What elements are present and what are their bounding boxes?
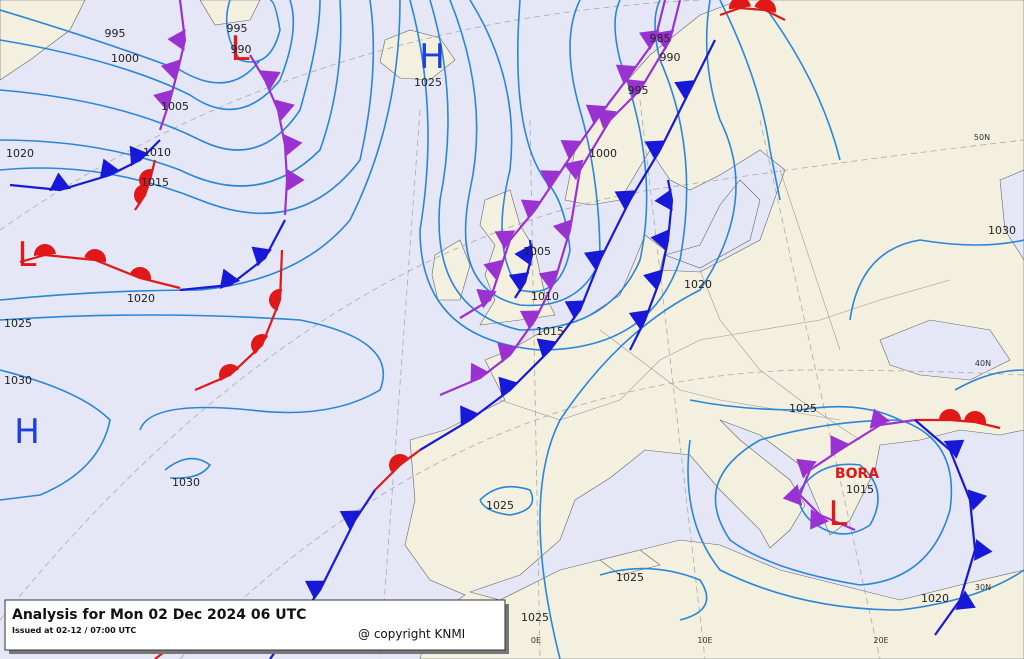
graticule-label: 40N <box>975 359 991 368</box>
graticule-label: 20E <box>873 636 888 645</box>
isobar-label: 1010 <box>531 290 559 303</box>
isobar-label: 995 <box>628 84 649 97</box>
isobar-label: 1030 <box>988 224 1016 237</box>
isobar-label: 1020 <box>6 147 34 160</box>
pressure-center: H <box>419 37 445 77</box>
issued-time: Issued at 02-12 / 07:00 UTC <box>12 626 136 635</box>
storm-name: BORA <box>835 466 879 482</box>
isobar-label: 985 <box>650 32 671 45</box>
graticule-label: 50N <box>974 133 990 142</box>
isobar-label: 1025 <box>4 317 32 330</box>
isobar-label: 990 <box>660 51 681 64</box>
isobar-label: 1010 <box>143 146 171 159</box>
graticule-label: 10E <box>697 636 712 645</box>
isobar-label: 1025 <box>789 402 817 415</box>
isobar-label: 1020 <box>921 592 949 605</box>
isobar-label: 1005 <box>161 100 189 113</box>
isobar-label: 995 <box>227 22 248 35</box>
isobar-label: 990 <box>231 43 252 56</box>
pressure-center: H <box>14 412 40 452</box>
graticule-label: 30N <box>975 583 991 592</box>
isobar-label: 1025 <box>521 611 549 624</box>
isobar-label: 1000 <box>111 52 139 65</box>
isobar-label: 1000 <box>589 147 617 160</box>
isobar-label: 1025 <box>414 76 442 89</box>
isobar-label: 1025 <box>486 499 514 512</box>
isobar-label: 995 <box>105 27 126 40</box>
copyright: @ copyright KNMI <box>358 627 465 641</box>
isobar-label: 1015 <box>536 325 564 338</box>
pressure-center: L <box>231 29 250 69</box>
title-box <box>4 599 506 651</box>
isobar-label: 1025 <box>616 571 644 584</box>
isobar-label: 1020 <box>127 292 155 305</box>
pressure-center: L <box>18 235 37 275</box>
map-title: Analysis for Mon 02 Dec 2024 06 UTC <box>12 607 306 623</box>
isobar-label: 1005 <box>523 245 551 258</box>
pressure-center: L <box>829 494 848 534</box>
graticule-label: 0E <box>531 636 541 645</box>
isobar-label: 1020 <box>684 278 712 291</box>
isobar-label: 1015 <box>141 176 169 189</box>
isobar-label: 1015 <box>846 483 874 496</box>
isobar-label: 1030 <box>172 476 200 489</box>
isobar-label: 1030 <box>4 374 32 387</box>
